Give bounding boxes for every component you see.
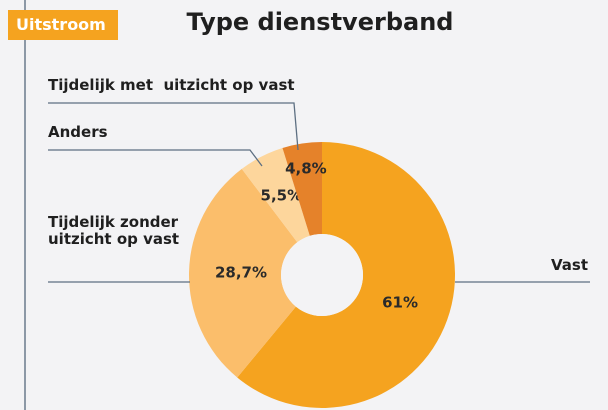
slice xyxy=(282,142,322,236)
value-label: 5,5% xyxy=(261,186,303,204)
leader-line xyxy=(48,149,263,167)
value-label: 61% xyxy=(382,294,418,312)
category-label: Vast xyxy=(550,256,588,274)
value-label: 4,8% xyxy=(285,160,327,178)
category-label: Tijdelijk met uitzicht op vast xyxy=(48,76,295,94)
value-label: 28,7% xyxy=(215,264,267,282)
donut-hole xyxy=(281,234,363,316)
slice xyxy=(237,142,456,409)
category-label: Tijdelijk zonder uitzicht op vast xyxy=(48,213,180,248)
chart-title: Type dienstverband xyxy=(186,8,454,36)
slice xyxy=(241,148,310,243)
leader-line xyxy=(48,102,299,151)
slice xyxy=(189,168,298,378)
leader-lines xyxy=(48,102,590,283)
badge: Uitstroom xyxy=(8,10,118,40)
category-label: Anders xyxy=(48,123,108,141)
